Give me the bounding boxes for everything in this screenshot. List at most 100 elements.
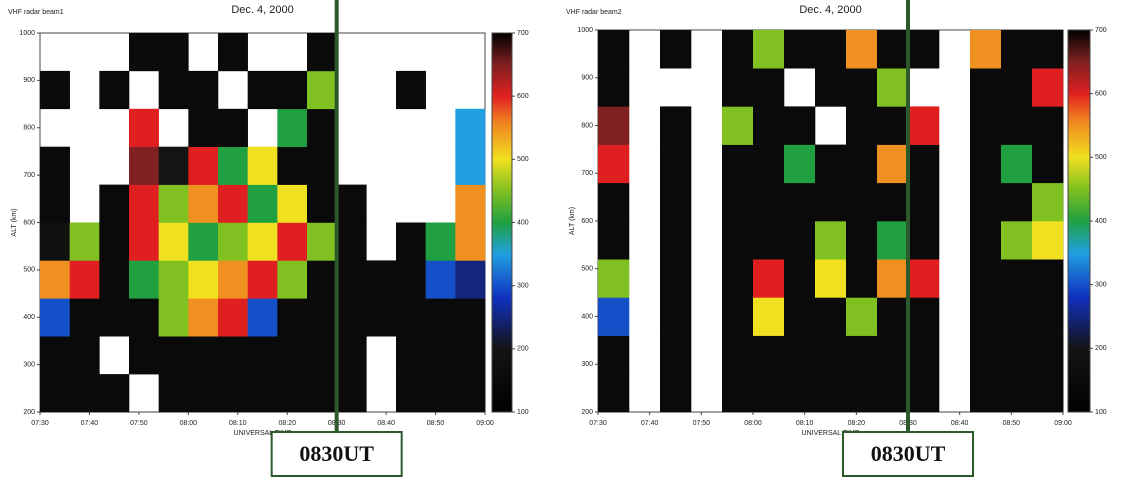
colorbar-tick-label: 500 — [1095, 154, 1107, 161]
colorbar-tick-label: 600 — [517, 93, 529, 100]
heat-cell — [598, 30, 629, 69]
heat-cell — [307, 71, 337, 109]
heat-cell — [455, 260, 485, 298]
heat-cell — [722, 259, 753, 298]
heat-cell — [970, 183, 1001, 222]
heat-cell — [908, 30, 939, 69]
heat-cell — [455, 223, 485, 261]
heat-cell — [99, 223, 129, 261]
heat-cell — [188, 298, 218, 336]
heat-cell — [1032, 30, 1063, 69]
heat-cell — [70, 336, 100, 374]
heat-cell — [40, 374, 70, 412]
heat-cell — [722, 221, 753, 260]
heat-cell — [784, 259, 815, 298]
x-tick-label: 07:50 — [130, 420, 148, 427]
y-tick-label: 500 — [581, 266, 593, 273]
y-tick-label: 200 — [23, 409, 35, 416]
heat-cell — [753, 297, 784, 336]
heat-cell — [248, 147, 278, 185]
heat-cell — [218, 147, 248, 185]
heat-cell — [129, 336, 159, 374]
heat-cell — [70, 374, 100, 412]
y-tick-label: 300 — [23, 361, 35, 368]
heat-cell — [877, 259, 908, 298]
heat-cell — [815, 297, 846, 336]
heat-cell — [396, 374, 426, 412]
heat-cell — [129, 298, 159, 336]
x-tick-label: 07:50 — [693, 420, 711, 427]
x-tick-label: 09:00 — [1054, 420, 1072, 427]
heat-cell — [784, 221, 815, 260]
chart-title: Dec. 4, 2000 — [231, 4, 293, 16]
y-tick-label: 900 — [581, 75, 593, 82]
heat-cell — [396, 71, 426, 109]
heat-cell — [99, 260, 129, 298]
heat-cell — [129, 260, 159, 298]
heat-cell — [337, 298, 367, 336]
heat-cell — [1001, 336, 1032, 375]
x-tick-label: 07:30 — [589, 420, 607, 427]
heat-cell — [1001, 145, 1032, 184]
heat-cell — [277, 147, 307, 185]
heat-cell — [426, 374, 456, 412]
heat-cell — [722, 183, 753, 222]
heat-cell — [660, 183, 691, 222]
heat-cell — [337, 374, 367, 412]
heat-cell — [455, 147, 485, 185]
heat-cell — [218, 374, 248, 412]
heat-cell — [784, 145, 815, 184]
heat-cell — [598, 374, 629, 413]
heat-cell — [277, 336, 307, 374]
heat-cell — [307, 147, 337, 185]
heat-cell — [70, 260, 100, 298]
heat-cell — [598, 259, 629, 298]
y-tick-label: 1000 — [19, 30, 35, 37]
heat-cell — [366, 298, 396, 336]
heat-cell — [784, 183, 815, 222]
heat-cell — [99, 374, 129, 412]
heat-cell — [598, 68, 629, 107]
heat-cell — [846, 336, 877, 375]
heat-cell — [753, 336, 784, 375]
x-tick-label: 08:50 — [1003, 420, 1021, 427]
heat-cell — [908, 259, 939, 298]
heat-cell — [970, 297, 1001, 336]
colorbar — [492, 33, 512, 412]
heat-cell — [129, 147, 159, 185]
heat-cell — [248, 298, 278, 336]
x-tick-label: 08:00 — [180, 420, 198, 427]
heat-cell — [753, 221, 784, 260]
y-tick-label: 700 — [581, 170, 593, 177]
heat-cell — [40, 260, 70, 298]
heat-cell — [396, 260, 426, 298]
heat-cell — [846, 30, 877, 69]
heat-cell — [1032, 374, 1063, 413]
heat-cell — [159, 336, 189, 374]
heat-cell — [660, 259, 691, 298]
heat-cell — [307, 33, 337, 71]
heat-cell — [1001, 221, 1032, 260]
heat-cell — [159, 223, 189, 261]
heat-cell — [188, 223, 218, 261]
y-tick-label: 800 — [23, 125, 35, 132]
colorbar-tick-label: 700 — [1095, 27, 1107, 34]
y-tick-label: 900 — [23, 77, 35, 84]
heat-cell — [218, 298, 248, 336]
y-tick-label: 800 — [581, 122, 593, 129]
heat-cell — [753, 259, 784, 298]
heat-cell — [598, 336, 629, 375]
heat-cell — [159, 260, 189, 298]
heat-cell — [722, 145, 753, 184]
heat-cell — [908, 374, 939, 413]
heat-cell — [1032, 221, 1063, 260]
x-tick-label: 07:40 — [81, 420, 99, 427]
heat-cell — [753, 68, 784, 107]
heat-cell — [188, 147, 218, 185]
heat-cell — [337, 223, 367, 261]
heat-cell — [337, 185, 367, 223]
heat-cell — [40, 71, 70, 109]
heat-cell — [598, 145, 629, 184]
x-tick-label: 08:10 — [796, 420, 814, 427]
y-tick-label: 200 — [581, 409, 593, 416]
